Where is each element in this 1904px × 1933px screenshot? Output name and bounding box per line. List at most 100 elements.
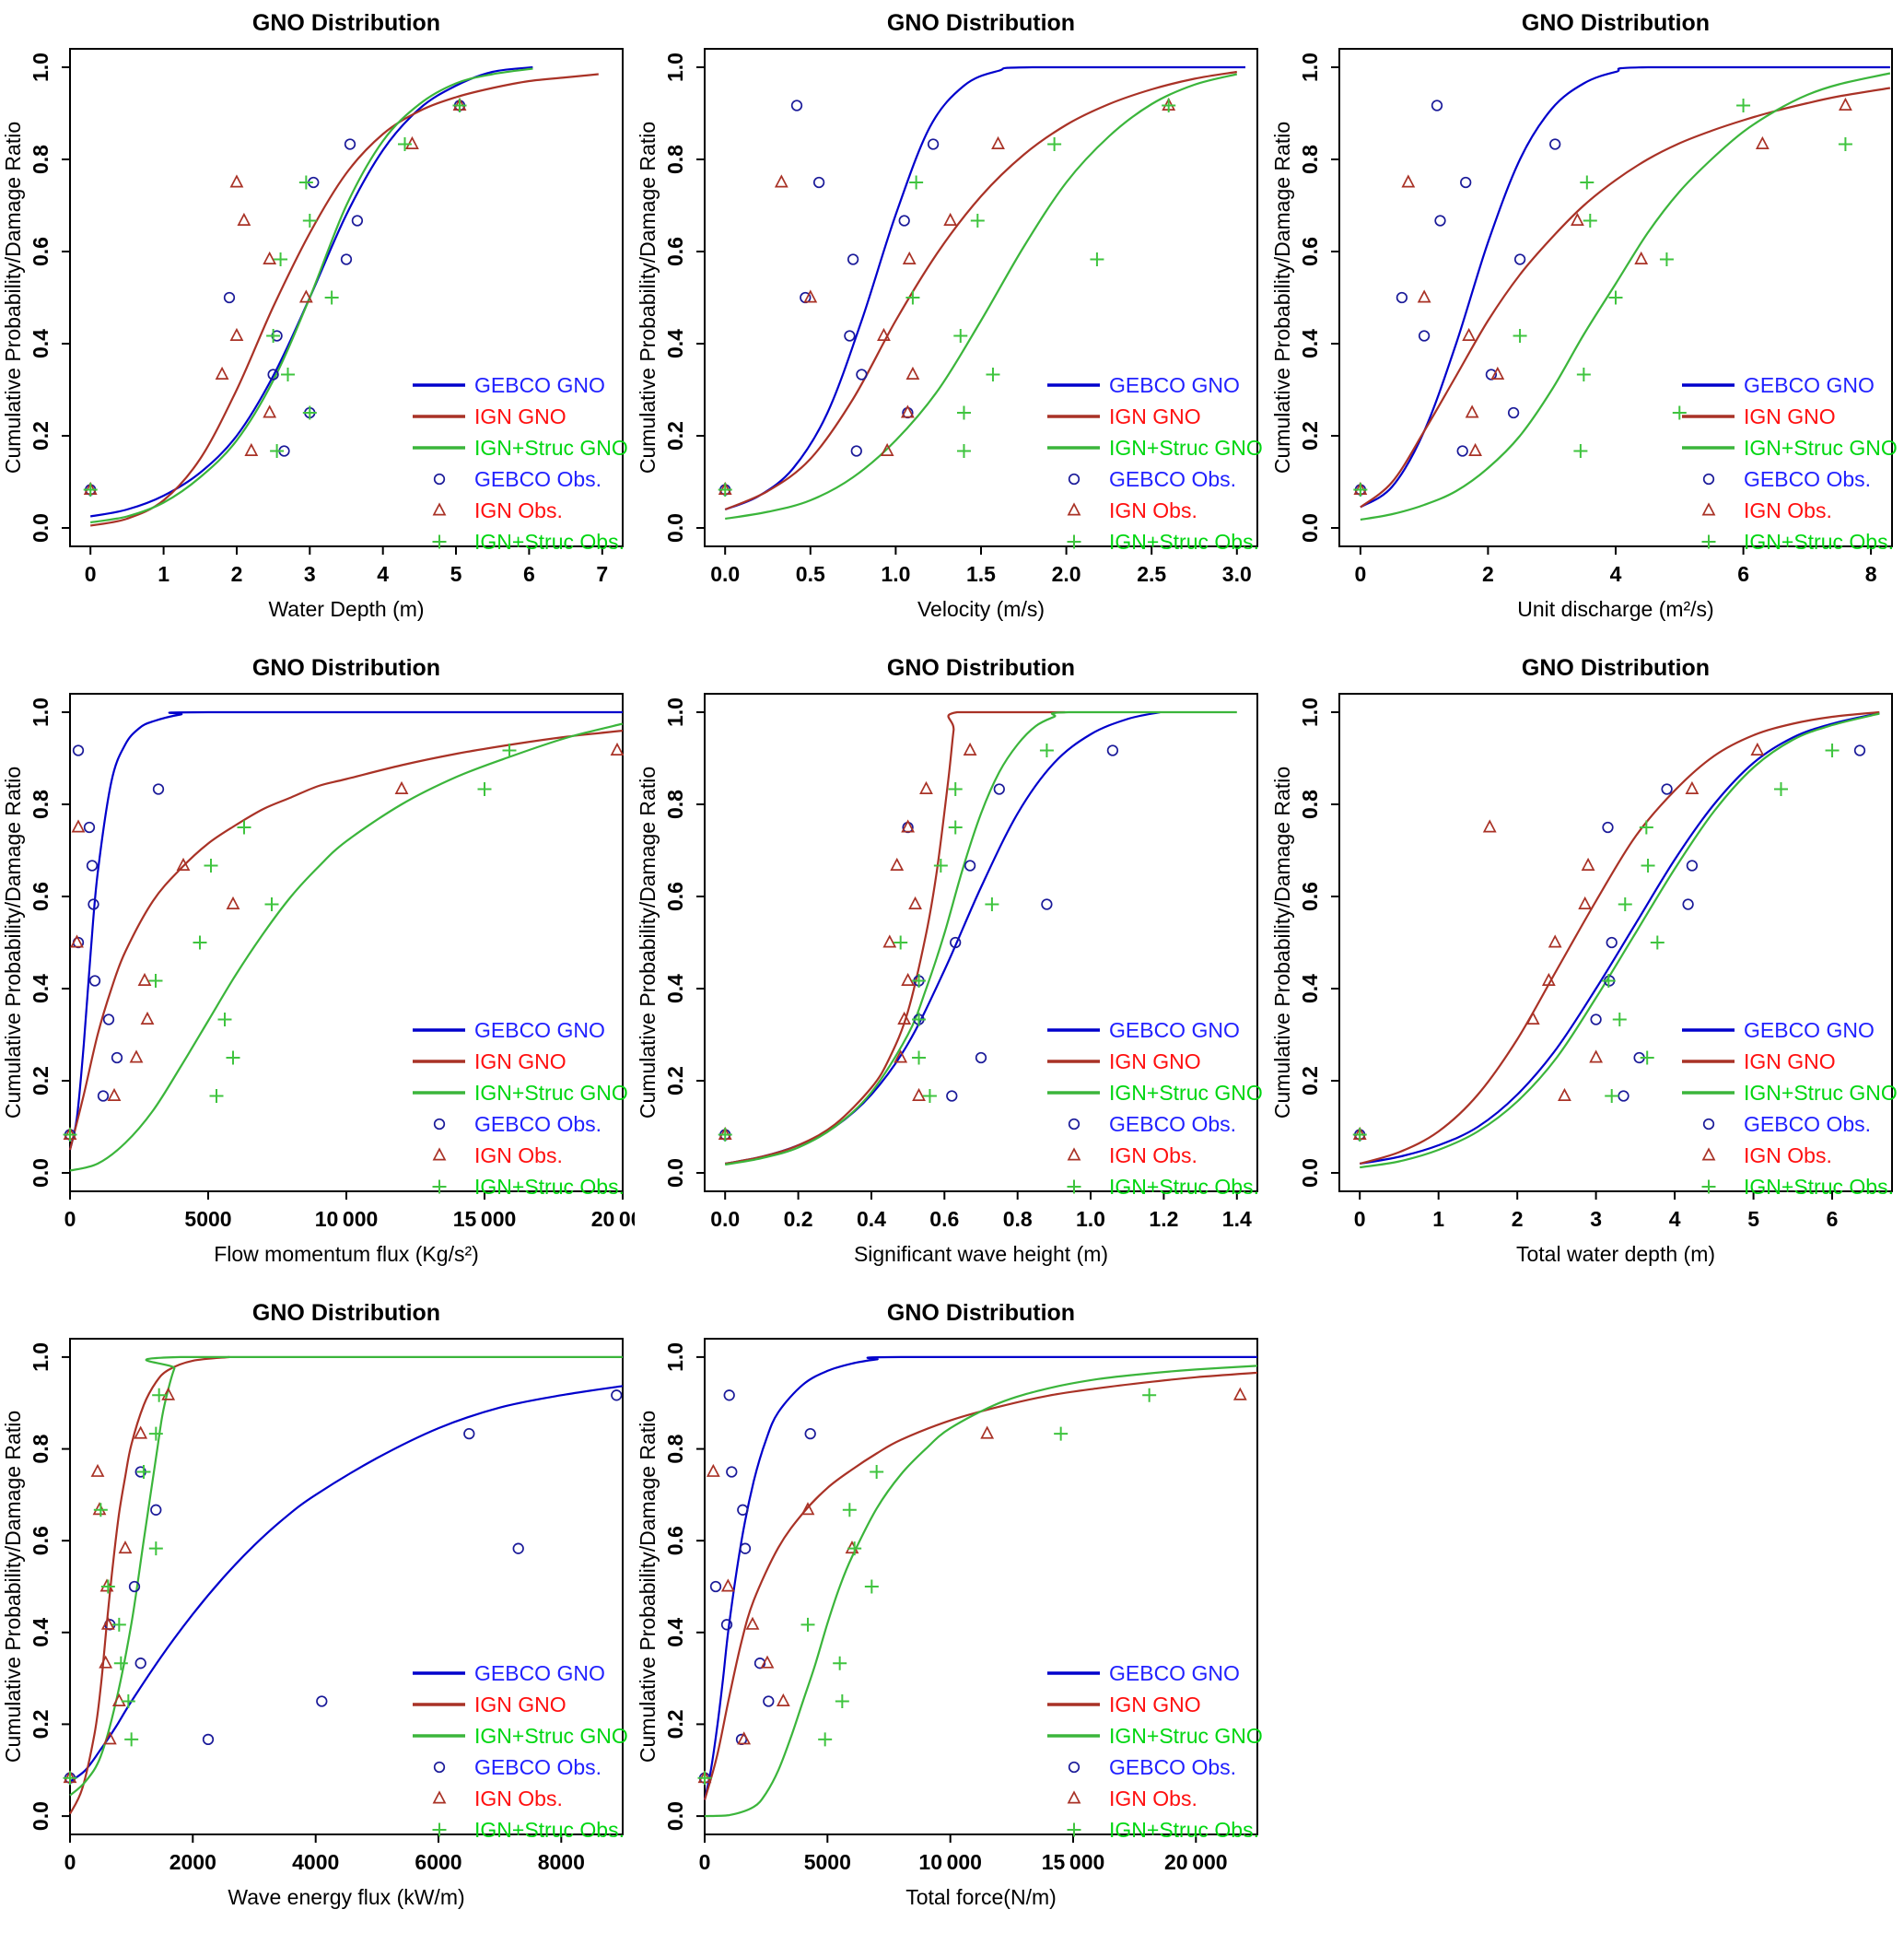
observations	[63, 742, 625, 1142]
y-tick-label: 0.6	[663, 882, 687, 911]
x-tick-label: 0.0	[710, 1207, 740, 1231]
legend-label-struc: IGN+Struc Obs.	[474, 1818, 625, 1842]
x-tick-label: 0	[1355, 562, 1367, 586]
x-tick-label: 5	[1747, 1207, 1759, 1231]
obs-ign	[718, 742, 977, 1140]
curve-gebco	[724, 65, 1245, 511]
x-tick-label: 4000	[292, 1850, 339, 1874]
curve-ign	[68, 729, 624, 1151]
x-tick-label: 2	[1512, 1207, 1524, 1231]
plot-box	[69, 48, 624, 547]
y-axis-label: Cumulative Probability/Damage Ratio	[1270, 122, 1294, 474]
x-tick-label: 10 000	[918, 1850, 982, 1874]
x-tick-label: 3.0	[1222, 562, 1252, 586]
y-tick-label: 0.2	[1298, 421, 1322, 451]
chart-title: GNO Distribution	[887, 1300, 1075, 1326]
chart-wave-energy-flux: GNO Distribution 0 2000 4000 6000 8000 Wave en…	[1, 1300, 628, 1909]
legend-label-gebco: GEBCO Obs.	[1744, 467, 1871, 491]
legend-label-ign: IGN GNO	[1109, 1049, 1201, 1073]
curves	[1360, 65, 1891, 521]
x-axis: 0.0 0.2 0.4 0.6 0.8 1.0 1.2 1.4	[710, 1191, 1252, 1231]
x-axis: 0 5000 10 000 15 000 20 000	[64, 1191, 635, 1231]
y-tick-label: 0.4	[663, 329, 687, 358]
obs-ign	[83, 97, 467, 495]
legend-label-gebco: GEBCO Obs.	[1744, 1112, 1871, 1136]
legend-label-ign: IGN Obs.	[474, 1787, 563, 1810]
y-tick-label: 0.4	[663, 1618, 687, 1647]
x-tick-label: 7	[596, 562, 608, 586]
legend-label-ign: IGN GNO	[1744, 404, 1836, 428]
legend-label-ign: IGN Obs.	[1109, 498, 1197, 522]
legend-label-gebco: GEBCO Obs.	[1109, 467, 1236, 491]
legend-label-struc: IGN+Struc Obs.	[1744, 530, 1894, 554]
legend-label-gebco: GEBCO GNO	[1744, 373, 1875, 397]
legend-label-ign: IGN Obs.	[474, 498, 563, 522]
x-tick-label: 1.0	[881, 562, 910, 586]
y-tick-label: 0.6	[663, 1526, 687, 1555]
legend-label-struc: IGN+Struc GNO	[474, 436, 628, 460]
chart-title: GNO Distribution	[1522, 10, 1710, 36]
curve-struc	[725, 710, 1237, 1166]
obs-ign	[63, 1387, 176, 1784]
x-tick-label: 8000	[538, 1850, 585, 1874]
y-tick-label: 0.2	[663, 421, 687, 451]
y-axis: 0.0 0.2 0.4 0.6 0.8 1.0	[663, 1342, 705, 1831]
y-axis: 0.0 0.2 0.4 0.6 0.8 1.0	[1298, 697, 1339, 1188]
obs-struc	[718, 99, 1176, 497]
legend-label-ign: IGN GNO	[474, 1049, 567, 1073]
x-axis: 0 5000 10 000 15 000 20 000	[699, 1834, 1228, 1874]
x-tick-label: 4	[377, 562, 389, 586]
chart-title: GNO Distribution	[252, 655, 440, 681]
chart-panel-flow-momentum-flux: GNO Distribution 0 5000 10 000 15 000 20 000 F…	[0, 645, 635, 1290]
curve-ign	[69, 1355, 230, 1815]
observations	[1352, 742, 1866, 1142]
y-tick-label: 0.2	[663, 1066, 687, 1095]
legend-label-gebco: GEBCO Obs.	[474, 467, 602, 491]
x-tick-label: 0	[699, 1850, 711, 1874]
legend-label-struc: IGN+Struc Obs.	[1744, 1175, 1894, 1199]
y-tick-label: 1.0	[663, 53, 687, 82]
x-tick-label: 6	[1827, 1207, 1839, 1231]
x-tick-label: 4	[1610, 562, 1622, 586]
y-axis-label: Cumulative Probability/Damage Ratio	[1, 1411, 25, 1763]
x-tick-label: 15 000	[453, 1207, 517, 1231]
curve-ign	[725, 710, 1066, 1166]
y-axis-label: Cumulative Probability/Damage Ratio	[636, 1411, 660, 1763]
y-tick-label: 0.8	[29, 145, 53, 174]
y-tick-label: 0.0	[29, 513, 53, 543]
y-tick-label: 0.8	[1298, 790, 1322, 819]
legend: GEBCO GNO IGN GNO IGN+Struc GNO GEBCO Obs. I…	[413, 373, 628, 554]
x-tick-label: 0	[85, 562, 97, 586]
y-tick-label: 0.0	[1298, 1158, 1322, 1188]
chart-flow-momentum-flux: GNO Distribution 0 5000 10 000 15 000 20 000 F…	[1, 655, 635, 1266]
curve-struc	[1360, 72, 1891, 521]
obs-struc	[63, 744, 517, 1142]
y-tick-label: 0.4	[29, 329, 53, 358]
y-tick-label: 0.6	[29, 882, 53, 911]
y-tick-label: 0.8	[1298, 145, 1322, 174]
legend-label-gebco: GEBCO GNO	[1109, 1018, 1240, 1042]
curve-struc	[90, 67, 533, 524]
observations	[718, 742, 1119, 1142]
legend-label-struc: IGN+Struc GNO	[1744, 436, 1898, 460]
chart-title: GNO Distribution	[1522, 655, 1710, 681]
chart-panel-total-force: GNO Distribution 0 5000 10 000 15 000 20 000 T…	[635, 1290, 1269, 1933]
legend-label-ign: IGN GNO	[474, 404, 567, 428]
legend-label-struc: IGN+Struc Obs.	[474, 1175, 625, 1199]
curves	[69, 1355, 624, 1815]
legend-label-ign: IGN GNO	[1109, 1693, 1201, 1716]
curves	[68, 710, 624, 1172]
legend: GEBCO GNO IGN GNO IGN+Struc GNO GEBCO Obs. I…	[1047, 373, 1263, 554]
x-tick-label: 0.8	[1003, 1207, 1033, 1231]
chart-total-water-depth: GNO Distribution 0 1 2 3 4 5 6 Total water depth…	[1270, 655, 1898, 1266]
y-tick-label: 0.4	[1298, 974, 1322, 1003]
legend-label-gebco: GEBCO Obs.	[474, 1112, 602, 1136]
y-axis-label: Cumulative Probability/Damage Ratio	[636, 767, 660, 1119]
x-tick-label: 15 000	[1042, 1850, 1105, 1874]
y-tick-label: 0.4	[1298, 329, 1322, 358]
plot-box	[704, 693, 1258, 1192]
obs-struc	[83, 99, 467, 497]
x-tick-label: 2	[1482, 562, 1494, 586]
chart-title: GNO Distribution	[252, 1300, 440, 1326]
